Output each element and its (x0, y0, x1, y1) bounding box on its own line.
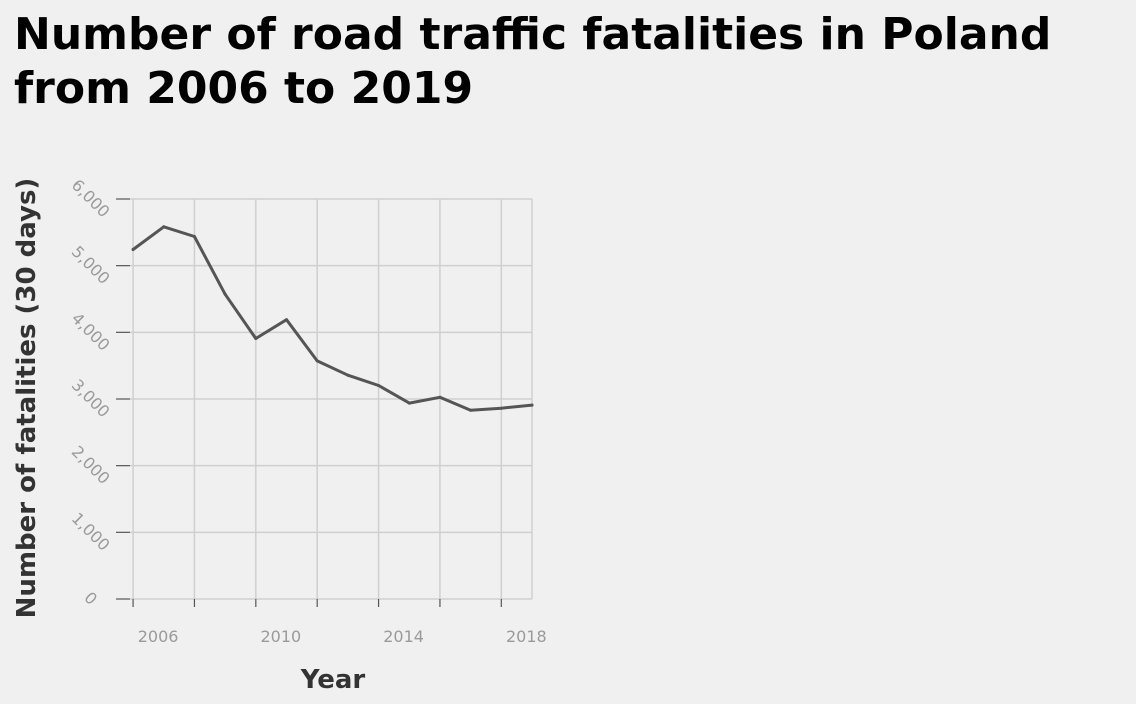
x-tick-label: 2014 (383, 627, 424, 646)
x-tick-label: 2010 (260, 627, 301, 646)
data-point (162, 225, 166, 229)
y-tick-labels: 0 1,000 2,000 3,000 4,000 5,000 6,000 (68, 175, 114, 608)
data-point (377, 384, 381, 388)
data-point (469, 408, 473, 412)
y-tick-label: 3,000 (68, 375, 114, 421)
data-point (285, 318, 289, 322)
data-point (223, 292, 227, 296)
series-lines (131, 225, 534, 412)
data-point (254, 337, 258, 341)
chart-title: Number of road traffic fatalities in Pol… (14, 9, 1052, 114)
grid-lines (130, 198, 533, 600)
x-tick-label: 2018 (506, 627, 547, 646)
x-tick-label: 2006 (138, 627, 179, 646)
y-tick-label: 1,000 (68, 509, 114, 555)
x-axis-title: Year (300, 665, 366, 695)
x-axis-ticks (132, 599, 502, 607)
x-tick-labels: 2006 2010 2014 2018 (138, 627, 547, 646)
data-point (438, 395, 442, 399)
data-point (315, 359, 319, 363)
y-tick-label: 2,000 (68, 442, 114, 488)
data-point (499, 406, 503, 410)
y-axis-title: Number of fatalities (30 days) (12, 178, 42, 619)
data-point (131, 247, 135, 251)
y-tick-label: 6,000 (68, 175, 114, 221)
series-line (131, 225, 534, 412)
data-point (530, 403, 534, 407)
y-axis-ticks (116, 198, 130, 600)
data-point (407, 401, 411, 405)
data-point (346, 373, 350, 377)
data-point (192, 235, 196, 239)
y-tick-label: 5,000 (68, 242, 114, 288)
y-tick-label: 0 (80, 588, 101, 609)
y-tick-label: 4,000 (68, 309, 114, 355)
